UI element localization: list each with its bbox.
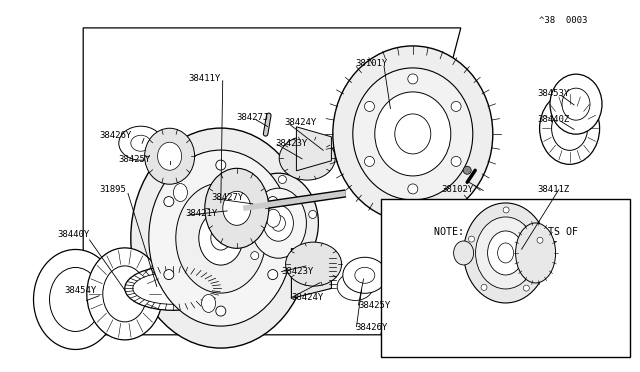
Text: 38101Y: 38101Y bbox=[355, 59, 387, 68]
Ellipse shape bbox=[488, 231, 524, 275]
Circle shape bbox=[278, 176, 286, 183]
Text: 38424Y: 38424Y bbox=[291, 293, 323, 302]
Circle shape bbox=[481, 284, 487, 291]
Ellipse shape bbox=[148, 150, 292, 326]
Ellipse shape bbox=[353, 68, 473, 200]
Text: 38426Y: 38426Y bbox=[355, 323, 387, 332]
Ellipse shape bbox=[395, 114, 431, 154]
Circle shape bbox=[216, 306, 226, 316]
Circle shape bbox=[365, 156, 374, 166]
Ellipse shape bbox=[119, 126, 163, 160]
Ellipse shape bbox=[205, 168, 269, 248]
Text: 38423Y: 38423Y bbox=[275, 139, 307, 148]
Ellipse shape bbox=[202, 294, 216, 312]
Text: 38421Y: 38421Y bbox=[186, 209, 218, 218]
Circle shape bbox=[251, 251, 259, 260]
Circle shape bbox=[268, 196, 278, 206]
Text: 38454Y: 38454Y bbox=[64, 286, 96, 295]
Circle shape bbox=[524, 285, 529, 291]
Ellipse shape bbox=[49, 267, 102, 331]
Polygon shape bbox=[296, 127, 332, 171]
Ellipse shape bbox=[199, 211, 243, 265]
Ellipse shape bbox=[285, 242, 342, 286]
Circle shape bbox=[216, 160, 226, 170]
Text: 38424Y: 38424Y bbox=[285, 118, 317, 127]
Ellipse shape bbox=[463, 203, 548, 303]
Ellipse shape bbox=[173, 183, 188, 202]
Circle shape bbox=[537, 237, 543, 243]
Ellipse shape bbox=[131, 128, 311, 348]
Ellipse shape bbox=[279, 136, 335, 180]
Text: 38440Y: 38440Y bbox=[58, 230, 90, 239]
Ellipse shape bbox=[238, 173, 318, 273]
Ellipse shape bbox=[250, 188, 307, 258]
Text: 38427Y: 38427Y bbox=[211, 193, 243, 202]
Text: 38423Y: 38423Y bbox=[282, 267, 314, 276]
Ellipse shape bbox=[540, 92, 600, 164]
Text: 38426Y: 38426Y bbox=[99, 131, 131, 140]
Circle shape bbox=[292, 257, 300, 266]
Text: 38427J: 38427J bbox=[237, 113, 269, 122]
Circle shape bbox=[451, 156, 461, 166]
Circle shape bbox=[365, 102, 374, 112]
Ellipse shape bbox=[454, 241, 474, 265]
Bar bbox=[381, 199, 630, 357]
Text: ^38  0003: ^38 0003 bbox=[539, 16, 588, 25]
Text: 38411Z: 38411Z bbox=[538, 185, 570, 194]
Text: 31895: 31895 bbox=[99, 185, 126, 194]
Ellipse shape bbox=[131, 135, 151, 151]
Circle shape bbox=[164, 270, 174, 280]
Ellipse shape bbox=[211, 226, 231, 250]
Text: 38453Y: 38453Y bbox=[538, 89, 570, 97]
Ellipse shape bbox=[266, 209, 280, 227]
Ellipse shape bbox=[476, 217, 536, 289]
Ellipse shape bbox=[337, 272, 373, 301]
Ellipse shape bbox=[375, 92, 451, 176]
Ellipse shape bbox=[125, 266, 221, 310]
Ellipse shape bbox=[33, 250, 118, 349]
Text: NOTE: COMPONENT PARTS OF
  VISCOUS ARE NOT
  FOR SALE: NOTE: COMPONENT PARTS OF VISCOUS ARE NOT… bbox=[433, 228, 577, 264]
Ellipse shape bbox=[103, 266, 147, 322]
Circle shape bbox=[408, 184, 418, 194]
Ellipse shape bbox=[550, 74, 602, 134]
Ellipse shape bbox=[516, 223, 556, 283]
Ellipse shape bbox=[176, 183, 266, 293]
Circle shape bbox=[468, 236, 474, 242]
Circle shape bbox=[408, 74, 418, 84]
Ellipse shape bbox=[333, 46, 493, 222]
Circle shape bbox=[243, 201, 251, 209]
Ellipse shape bbox=[87, 248, 163, 340]
Circle shape bbox=[164, 196, 174, 206]
Ellipse shape bbox=[133, 272, 212, 304]
Circle shape bbox=[308, 211, 317, 218]
Circle shape bbox=[451, 102, 461, 112]
Polygon shape bbox=[291, 248, 332, 298]
Ellipse shape bbox=[264, 205, 293, 241]
Ellipse shape bbox=[271, 215, 285, 231]
Ellipse shape bbox=[562, 88, 590, 120]
Circle shape bbox=[503, 207, 509, 213]
Ellipse shape bbox=[157, 142, 182, 170]
Ellipse shape bbox=[145, 128, 195, 184]
Ellipse shape bbox=[223, 191, 251, 225]
Text: 38102Y: 38102Y bbox=[442, 185, 474, 194]
Text: 38425Y: 38425Y bbox=[358, 301, 390, 310]
Text: 38440Z: 38440Z bbox=[538, 115, 570, 124]
Ellipse shape bbox=[343, 257, 387, 293]
Circle shape bbox=[268, 270, 278, 280]
Ellipse shape bbox=[552, 106, 588, 150]
Text: 38411Y: 38411Y bbox=[189, 74, 221, 83]
Text: 38425Y: 38425Y bbox=[118, 155, 150, 164]
Circle shape bbox=[463, 166, 471, 174]
Ellipse shape bbox=[355, 267, 375, 283]
Ellipse shape bbox=[497, 243, 513, 263]
